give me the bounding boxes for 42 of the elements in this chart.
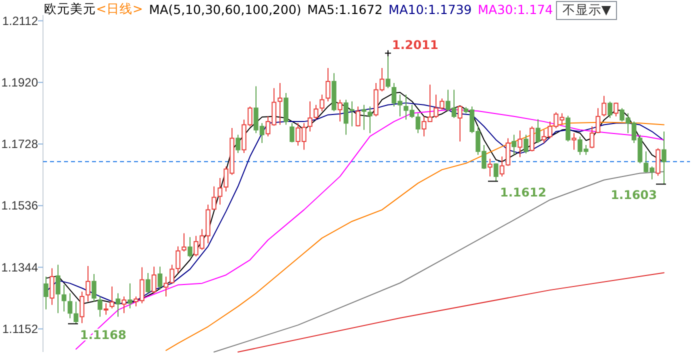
y-tick-label: 1.1152 [2, 322, 38, 336]
text: MA5:1.1672 [307, 2, 383, 17]
y-tick-label: 1.1536 [1, 198, 38, 213]
candlestick [326, 67, 330, 102]
candlestick [338, 99, 342, 122]
candlestick [44, 276, 48, 310]
annotation: 1.1603 [610, 188, 657, 202]
candlestick [128, 282, 132, 309]
annotation: 1.2011 [392, 38, 438, 52]
candlestick [62, 284, 66, 312]
candlestick [188, 236, 192, 258]
annotation: 不显示▼ [556, 1, 617, 20]
candlestick [512, 134, 516, 156]
y-tick-label: 1.2112 [2, 14, 38, 28]
candlestick [662, 131, 666, 185]
candlestick [518, 130, 522, 158]
text: MA10:1.1739 [388, 2, 472, 17]
line-series [76, 109, 664, 350]
candlestick [332, 72, 336, 112]
extreme-label: 1.1612 [488, 180, 546, 200]
extreme-label: 1.2011 [384, 38, 438, 57]
candlestick [68, 292, 72, 319]
chart-title: 欧元美元 [44, 1, 96, 18]
line-series [214, 171, 664, 352]
y-tick-label: 1.1728 [1, 137, 38, 152]
candlestick [164, 276, 168, 297]
y-tick-label: 1.1920 [1, 75, 38, 90]
candlestick [218, 178, 222, 206]
line-series [238, 272, 664, 352]
chart-subtitle: <日线> [96, 1, 143, 18]
candlestick [152, 266, 156, 294]
candlestick [80, 291, 84, 324]
extreme-label: 1.1603 [610, 184, 666, 202]
y-tick-label: 1.1344 [1, 260, 38, 274]
candlestick [278, 82, 282, 126]
candlestick [56, 264, 60, 314]
annotation: MA(5,10,30,60,100,200) [148, 2, 302, 17]
text: MA30:1.174 [478, 2, 553, 17]
candlestick [50, 268, 54, 306]
candlestick [146, 272, 150, 294]
candlestick [656, 148, 660, 176]
annotation: 1.1612 [500, 185, 546, 200]
